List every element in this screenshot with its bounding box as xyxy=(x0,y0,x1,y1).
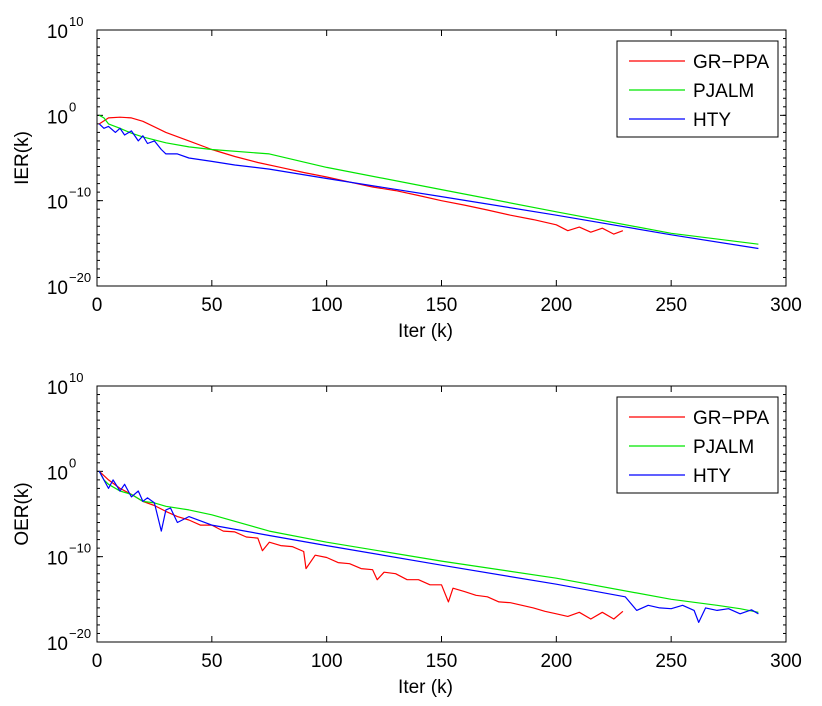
x-tick-label: 300 xyxy=(770,651,802,672)
y-tick-label: 10 xyxy=(47,463,68,484)
series-line-pjalm xyxy=(98,471,759,613)
x-tick-label: 100 xyxy=(311,651,343,672)
y-tick-exponent: 10 xyxy=(69,370,83,385)
legend: GR−PPA PJALM HTY xyxy=(616,396,779,494)
y-tick-label: 10 xyxy=(47,278,68,299)
legend-box xyxy=(616,40,779,138)
series-group xyxy=(98,470,759,624)
y-tick-label: 10 xyxy=(47,378,68,399)
x-tick-label: 200 xyxy=(540,651,572,672)
y-axis-label: IER(k) xyxy=(12,131,33,185)
y-tick-label: 10 xyxy=(47,193,68,214)
series-group xyxy=(98,114,759,250)
y-tick-exponent: −20 xyxy=(69,626,91,641)
x-tick-label: 250 xyxy=(655,651,687,672)
x-tick-label: 300 xyxy=(770,295,802,316)
x-tick-label: 50 xyxy=(201,295,222,316)
y-tick-exponent: −10 xyxy=(69,541,91,556)
series-line-pjalm xyxy=(99,114,759,245)
x-tick-label: 150 xyxy=(426,295,458,316)
x-tick-label: 250 xyxy=(655,295,687,316)
x-axis-label: Iter (k) xyxy=(398,677,453,698)
y-tick-label: 10 xyxy=(47,22,68,43)
legend-label: GR−PPA xyxy=(693,408,770,429)
legend: GR−PPA PJALM HTY xyxy=(616,40,779,138)
legend-label: GR−PPA xyxy=(693,52,770,73)
y-tick-exponent: −10 xyxy=(69,185,91,200)
x-tick-label: 100 xyxy=(311,295,343,316)
ier-chart: 0 50 100 150 200 250 30010−2010−101001010Iter … xyxy=(12,14,802,342)
series-line-grppa xyxy=(98,116,624,235)
x-tick-label: 0 xyxy=(92,295,103,316)
y-tick-exponent: 10 xyxy=(69,14,83,29)
x-tick-label: 0 xyxy=(92,651,103,672)
y-tick-label: 10 xyxy=(47,634,68,655)
x-tick-label: 200 xyxy=(540,295,572,316)
series-line-hty xyxy=(98,123,759,250)
y-tick-exponent: −20 xyxy=(69,270,91,285)
x-tick-label: 150 xyxy=(426,651,458,672)
oer-chart: 0 50 100 150 200 250 30010−2010−101001010Iter … xyxy=(12,370,802,698)
series-line-grppa xyxy=(98,470,624,620)
legend-label: HTY xyxy=(693,466,731,487)
y-tick-label: 10 xyxy=(47,107,68,128)
x-tick-label: 50 xyxy=(201,651,222,672)
legend-label: PJALM xyxy=(693,81,754,102)
y-tick-exponent: 0 xyxy=(69,99,76,114)
legend-label: PJALM xyxy=(693,437,754,458)
y-axis-label: OER(k) xyxy=(12,482,33,545)
y-tick-exponent: 0 xyxy=(69,455,76,470)
series-line-hty xyxy=(98,471,759,624)
legend-box xyxy=(616,396,779,494)
y-tick-label: 10 xyxy=(47,549,68,570)
legend-label: HTY xyxy=(693,110,731,131)
x-axis-label: Iter (k) xyxy=(398,321,453,342)
